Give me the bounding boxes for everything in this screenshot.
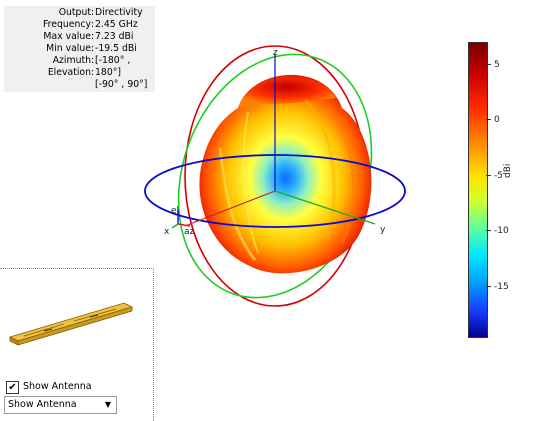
info-key: Output	[58, 7, 91, 18]
x-axis-label: x	[164, 227, 170, 237]
radiation-pattern-3d-plot[interactable]: z x y el az	[130, 38, 420, 328]
info-value: [-180° ,	[95, 55, 131, 66]
info-value: -19.5 dBi	[95, 43, 137, 54]
info-value: 7.23 dBi	[95, 31, 134, 42]
info-key: Max value	[43, 31, 91, 42]
dropdown-value: Show Antenna	[8, 399, 77, 410]
info-key: Frequency	[42, 19, 91, 30]
y-axis-label: y	[380, 225, 386, 235]
chevron-down-icon[interactable]: ▼	[104, 400, 111, 409]
z-axis-label: z	[273, 48, 278, 58]
antenna-preview-icon	[8, 302, 134, 346]
colorbar-tick-label: -15	[494, 282, 509, 292]
elevation-axis-label: el	[171, 206, 179, 216]
info-key: Elevation	[47, 67, 91, 78]
axes-triad-icon	[171, 210, 191, 229]
colorbar	[468, 42, 488, 338]
radiation-lobe	[199, 74, 372, 274]
info-value: [-90° , 90°]	[95, 79, 148, 90]
pattern-info-panel: Output : Directivity Frequency : 2.45 GH…	[4, 6, 155, 92]
info-key: Azimuth	[52, 55, 91, 66]
colorbar-tick-label: -5	[494, 171, 503, 181]
show-antenna-label: Show Antenna	[23, 381, 92, 392]
antenna-display-dropdown[interactable]: Show Antenna ▼	[4, 396, 117, 414]
info-value: 180°]	[95, 67, 122, 78]
info-key: Min value	[46, 43, 91, 54]
colorbar-tick-label: 5	[494, 60, 500, 70]
colorbar-tick-label: 0	[494, 115, 500, 125]
azimuth-axis-label: az	[184, 227, 195, 237]
colorbar-unit-label: dBi	[503, 163, 513, 178]
antenna-preview-panel	[0, 268, 154, 421]
info-value: 2.45 GHz	[95, 19, 138, 30]
info-value: Directivity	[95, 7, 143, 18]
y-axis	[274, 190, 376, 225]
colorbar-tick-label: -10	[494, 226, 509, 236]
radiation-lobe-top	[238, 77, 336, 108]
show-antenna-checkbox[interactable]: ✔	[6, 381, 19, 394]
x-axis	[184, 190, 276, 227]
